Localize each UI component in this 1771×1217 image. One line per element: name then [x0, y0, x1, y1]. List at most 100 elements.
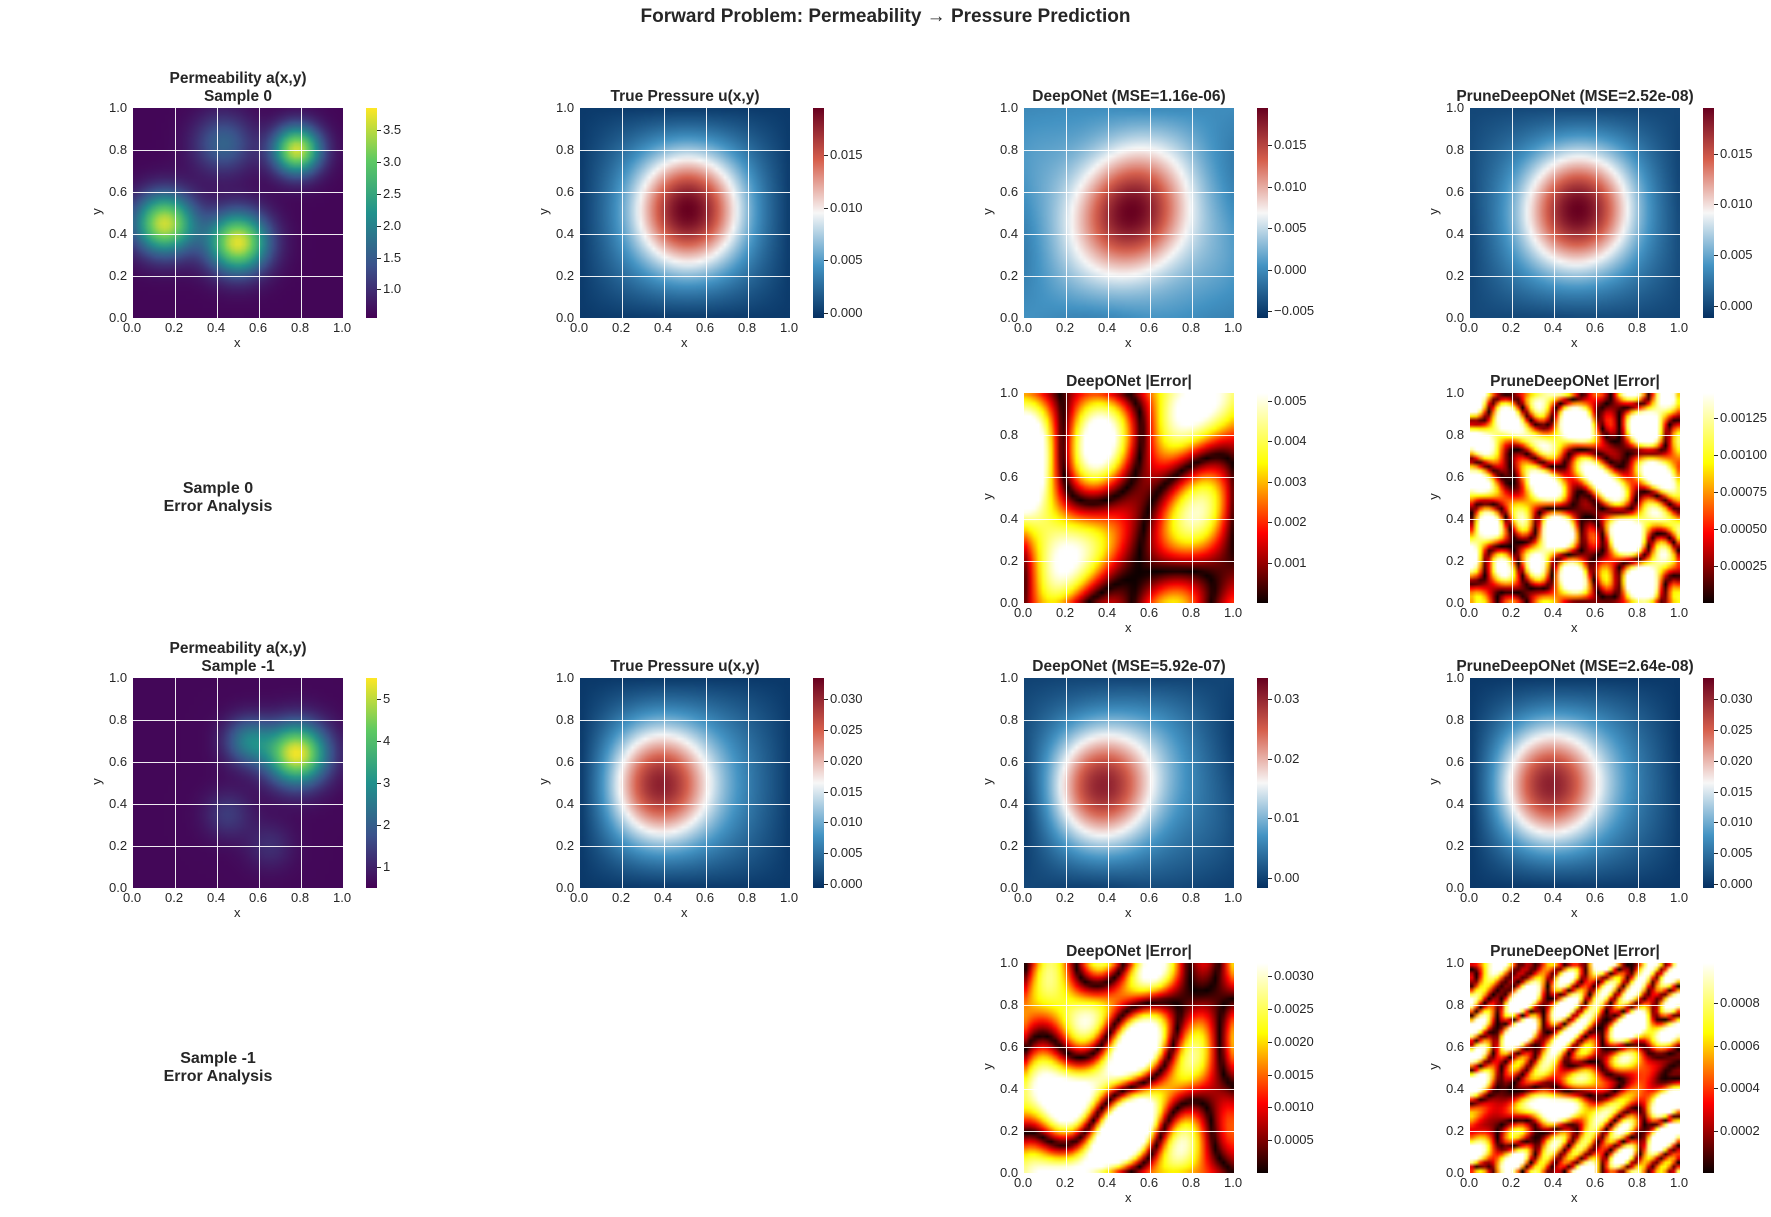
grid-line: [1470, 434, 1680, 436]
x-tick-label: 0.2: [1056, 605, 1075, 620]
grid-line: [1595, 108, 1597, 318]
x-tick-label: 0.4: [1544, 605, 1563, 620]
colorbar-tick-label: 0.025: [1720, 722, 1753, 738]
grid-line: [1024, 1130, 1234, 1132]
colorbar-tick-label: 1: [383, 859, 391, 874]
heatmap-canvas: [1024, 393, 1234, 603]
heatmap-canvas: [1470, 108, 1680, 318]
grid-line: [580, 803, 790, 805]
colorbar-tick-label: 0.000: [1274, 261, 1307, 277]
heatmap-image: [133, 108, 343, 318]
colorbar-tick-label: 0.0025: [1274, 1000, 1314, 1016]
x-axis-label: x: [1125, 1190, 1132, 1205]
colorbar-tick-mark: [824, 791, 828, 793]
y-tick-label: 0.6: [109, 754, 128, 769]
heatmap-image: [1024, 963, 1234, 1173]
colorbar-tick-mark: [1268, 818, 1272, 820]
colorbar-tick-mark: [377, 867, 381, 868]
x-axis-label: x: [234, 905, 241, 920]
heatmap-image: [580, 108, 790, 318]
colorbar-tick-mark: [1268, 1107, 1272, 1109]
colorbar-tick-mark: [1268, 976, 1272, 978]
colorbar-tick-mark: [824, 822, 828, 824]
colorbar-tick-label: 0.000: [830, 875, 863, 891]
colorbar-tick-mark: [377, 257, 381, 259]
y-tick-label: 1.0: [556, 100, 575, 115]
x-tick-label: 0.0: [1014, 1175, 1033, 1190]
colorbar: [1257, 678, 1268, 888]
x-tick-label: 0.2: [612, 890, 631, 905]
colorbar-tick-label: 2.0: [383, 217, 402, 233]
colorbar-tick-label: 0.005: [1720, 247, 1753, 263]
grid-line: [1637, 678, 1639, 888]
colorbar-tick-mark: [1714, 853, 1718, 854]
heatmap-canvas: [1470, 963, 1680, 1173]
heatmap-image: [1470, 393, 1680, 603]
grid-line: [1191, 393, 1193, 603]
heatmap-image: [1470, 678, 1680, 888]
y-tick-label: 0.0: [1000, 310, 1019, 325]
y-tick-label: 0.4: [556, 796, 575, 811]
grid-line: [258, 678, 260, 888]
colorbar-tick-label: 0.002: [1274, 514, 1307, 530]
grid-line: [1024, 233, 1234, 235]
x-tick-label: 0.6: [696, 320, 715, 335]
grid-line: [1637, 963, 1639, 1173]
grid-line: [1024, 845, 1234, 847]
x-axis-label: x: [234, 335, 241, 350]
heatmap-canvas: [1024, 108, 1234, 318]
colorbar-tick-mark: [377, 699, 381, 700]
colorbar-tick-label: 2.5: [383, 185, 402, 201]
grid-line: [580, 845, 790, 847]
grid-line: [1191, 108, 1193, 318]
x-tick-label: 0.0: [1014, 320, 1033, 335]
y-tick-label: 0.4: [109, 796, 128, 811]
y-tick-label: 1.0: [556, 670, 575, 685]
colorbar-tick-label: 0.003: [1274, 473, 1307, 489]
panel-title: PruneDeepONet |Error|: [1490, 373, 1660, 390]
grid-line: [1191, 678, 1193, 888]
colorbar-tick-mark: [1714, 566, 1718, 568]
x-tick-label: 0.0: [123, 320, 142, 335]
y-tick-label: 0.6: [556, 754, 575, 769]
grid-line: [1024, 518, 1234, 520]
colorbar-tick-mark: [1268, 441, 1272, 443]
grid-line: [174, 108, 176, 318]
row-note: Sample 0 Error Analysis: [98, 480, 338, 516]
grid-line: [300, 678, 302, 888]
grid-line: [133, 761, 343, 763]
colorbar-tick-label: 3.5: [383, 122, 402, 138]
y-tick-label: 0.0: [1000, 595, 1019, 610]
grid-line: [1149, 393, 1151, 603]
y-tick-label: 0.2: [1446, 838, 1465, 853]
x-tick-label: 0.4: [1544, 320, 1563, 335]
colorbar: [813, 678, 824, 888]
y-tick-label: 0.2: [1446, 1123, 1465, 1138]
y-tick-label: 0.4: [1446, 796, 1465, 811]
grid-line: [580, 275, 790, 277]
colorbar-tick-label: 0.00075: [1720, 484, 1767, 500]
grid-line: [1470, 233, 1680, 235]
y-tick-label: 0.6: [1446, 754, 1465, 769]
y-tick-label: 0.2: [1000, 268, 1019, 283]
panel-title: PruneDeepONet (MSE=2.52e-08): [1456, 88, 1694, 105]
x-tick-label: 0.8: [291, 890, 310, 905]
panel-title: Sample -1: [201, 658, 275, 675]
colorbar-tick-label: 0.015: [830, 783, 863, 799]
y-tick-label: 0.0: [1000, 1165, 1019, 1180]
colorbar-tick-label: 0.015: [830, 147, 863, 163]
x-tick-label: 1.0: [1224, 1175, 1243, 1190]
grid-line: [1065, 963, 1067, 1173]
colorbar-tick-label: 0.001: [1274, 554, 1307, 570]
colorbar-tick-label: 0.02: [1274, 750, 1300, 766]
y-tick-label: 0.6: [109, 184, 128, 199]
grid-line: [1470, 149, 1680, 151]
x-tick-label: 0.8: [1628, 320, 1647, 335]
x-tick-label: 0.4: [1544, 1175, 1563, 1190]
panel-title: Sample 0: [203, 88, 273, 105]
y-tick-label: 0.8: [1000, 712, 1019, 727]
y-tick-label: 0.0: [556, 310, 575, 325]
colorbar-tick-mark: [824, 883, 828, 885]
grid-line: [580, 149, 790, 151]
colorbar-tick-mark: [1714, 822, 1718, 824]
